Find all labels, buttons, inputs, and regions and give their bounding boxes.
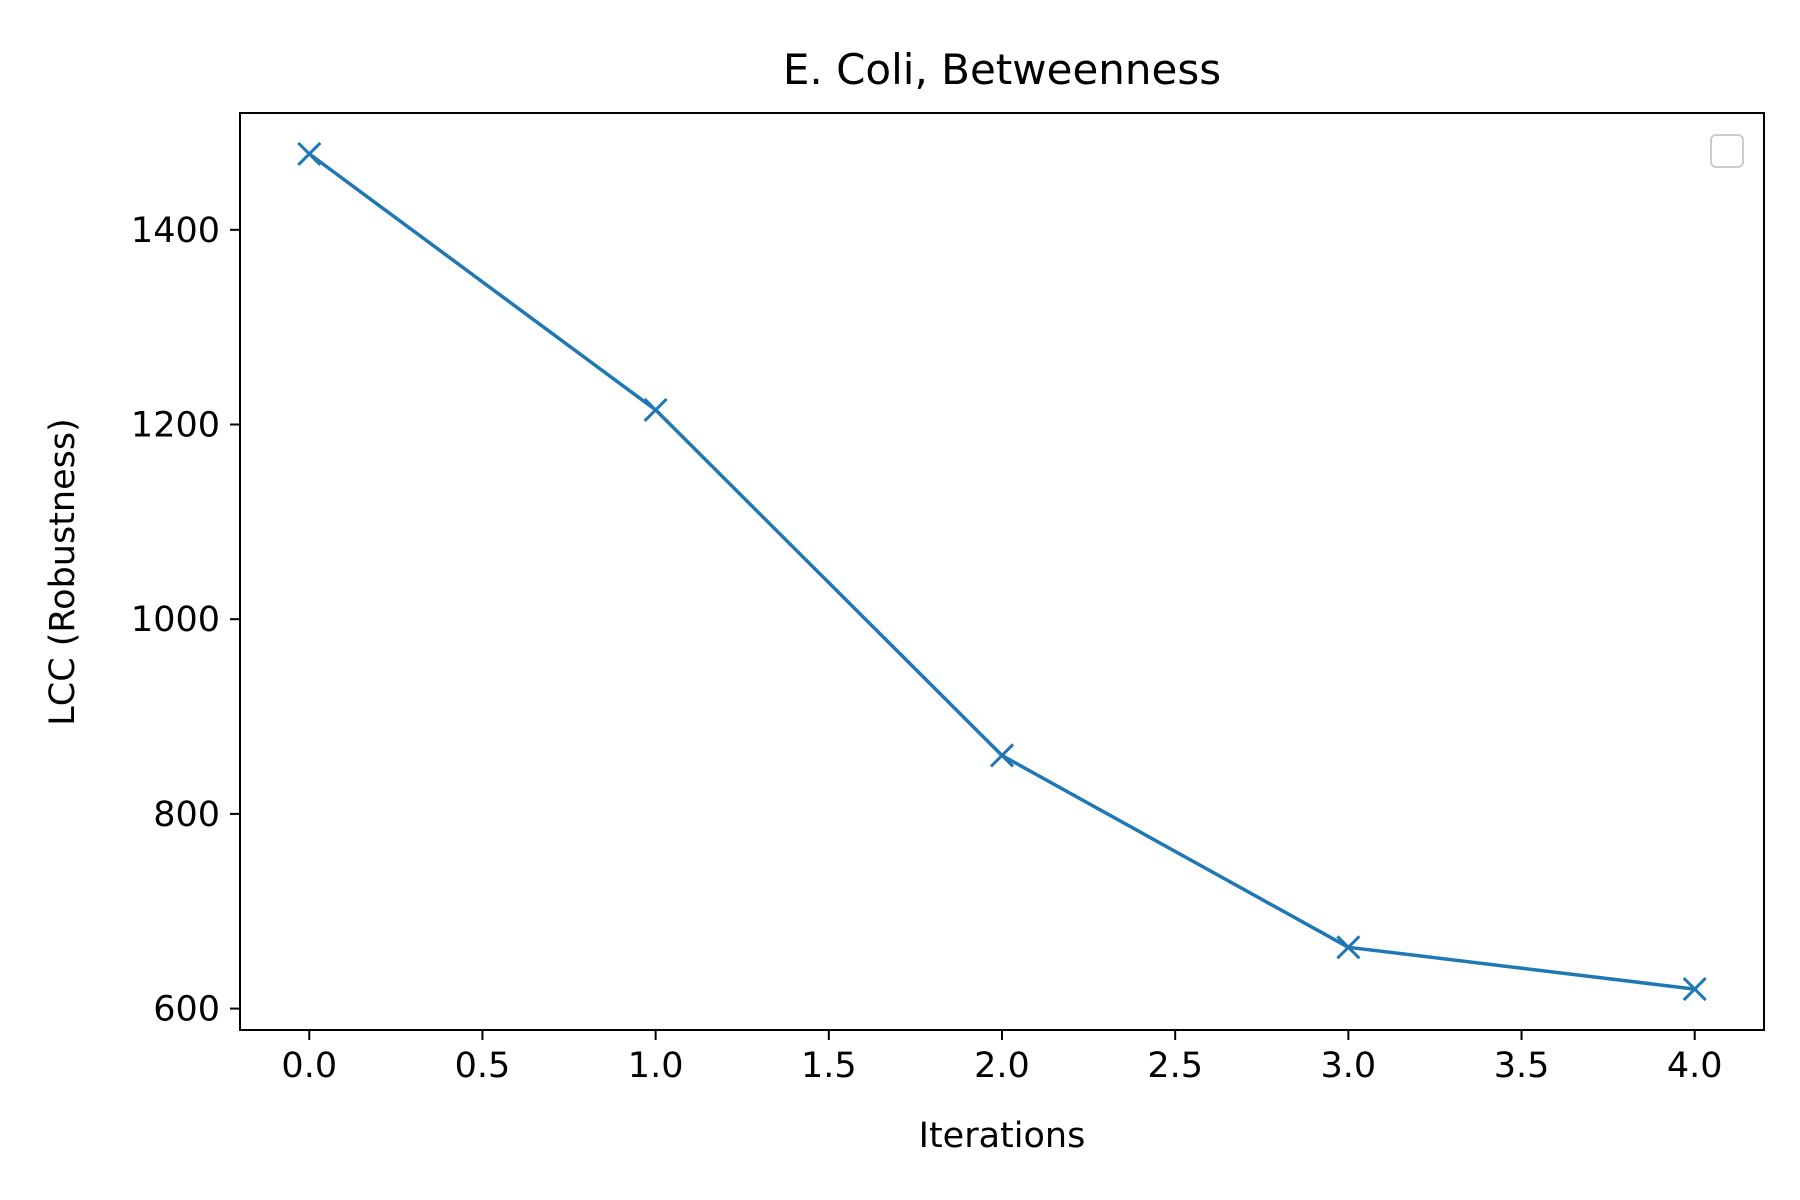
data-point-marker [1682, 977, 1707, 1002]
x-tick-label: 1.0 [628, 1046, 684, 1086]
x-axis-label: Iterations [919, 1116, 1086, 1156]
y-tick-label: 800 [153, 795, 220, 835]
x-tick-label: 2.5 [1147, 1046, 1203, 1086]
y-axis: 600 800 1000 1200 1400 [131, 211, 240, 1030]
x-tick-label: 4.0 [1667, 1046, 1723, 1086]
data-point-marker [1336, 935, 1361, 960]
x-tick-label: 3.0 [1321, 1046, 1377, 1086]
y-axis-label: LCC (Robustness) [43, 418, 83, 726]
x-tick-label: 0.0 [281, 1046, 337, 1086]
x-tick-label: 0.5 [455, 1046, 511, 1086]
legend-box [1710, 134, 1744, 168]
data-point-marker [643, 397, 668, 422]
y-tick-label: 1000 [131, 600, 220, 640]
x-axis: 0.0 0.5 1.0 1.5 2.0 2.5 3.0 3.5 4.0 [281, 1030, 1723, 1086]
x-tick-label: 3.5 [1494, 1046, 1550, 1086]
data-point-marker [989, 743, 1015, 768]
y-tick-label: 1200 [131, 406, 220, 446]
x-tick-label: 1.5 [801, 1046, 857, 1086]
x-tick-label: 2.0 [974, 1046, 1030, 1086]
y-tick-label: 600 [153, 990, 220, 1030]
data-point-marker [297, 141, 322, 166]
y-tick-label: 1400 [131, 211, 220, 251]
series-layer [297, 141, 1707, 1002]
chart-title: E. Coli, Betweenness [783, 45, 1221, 94]
